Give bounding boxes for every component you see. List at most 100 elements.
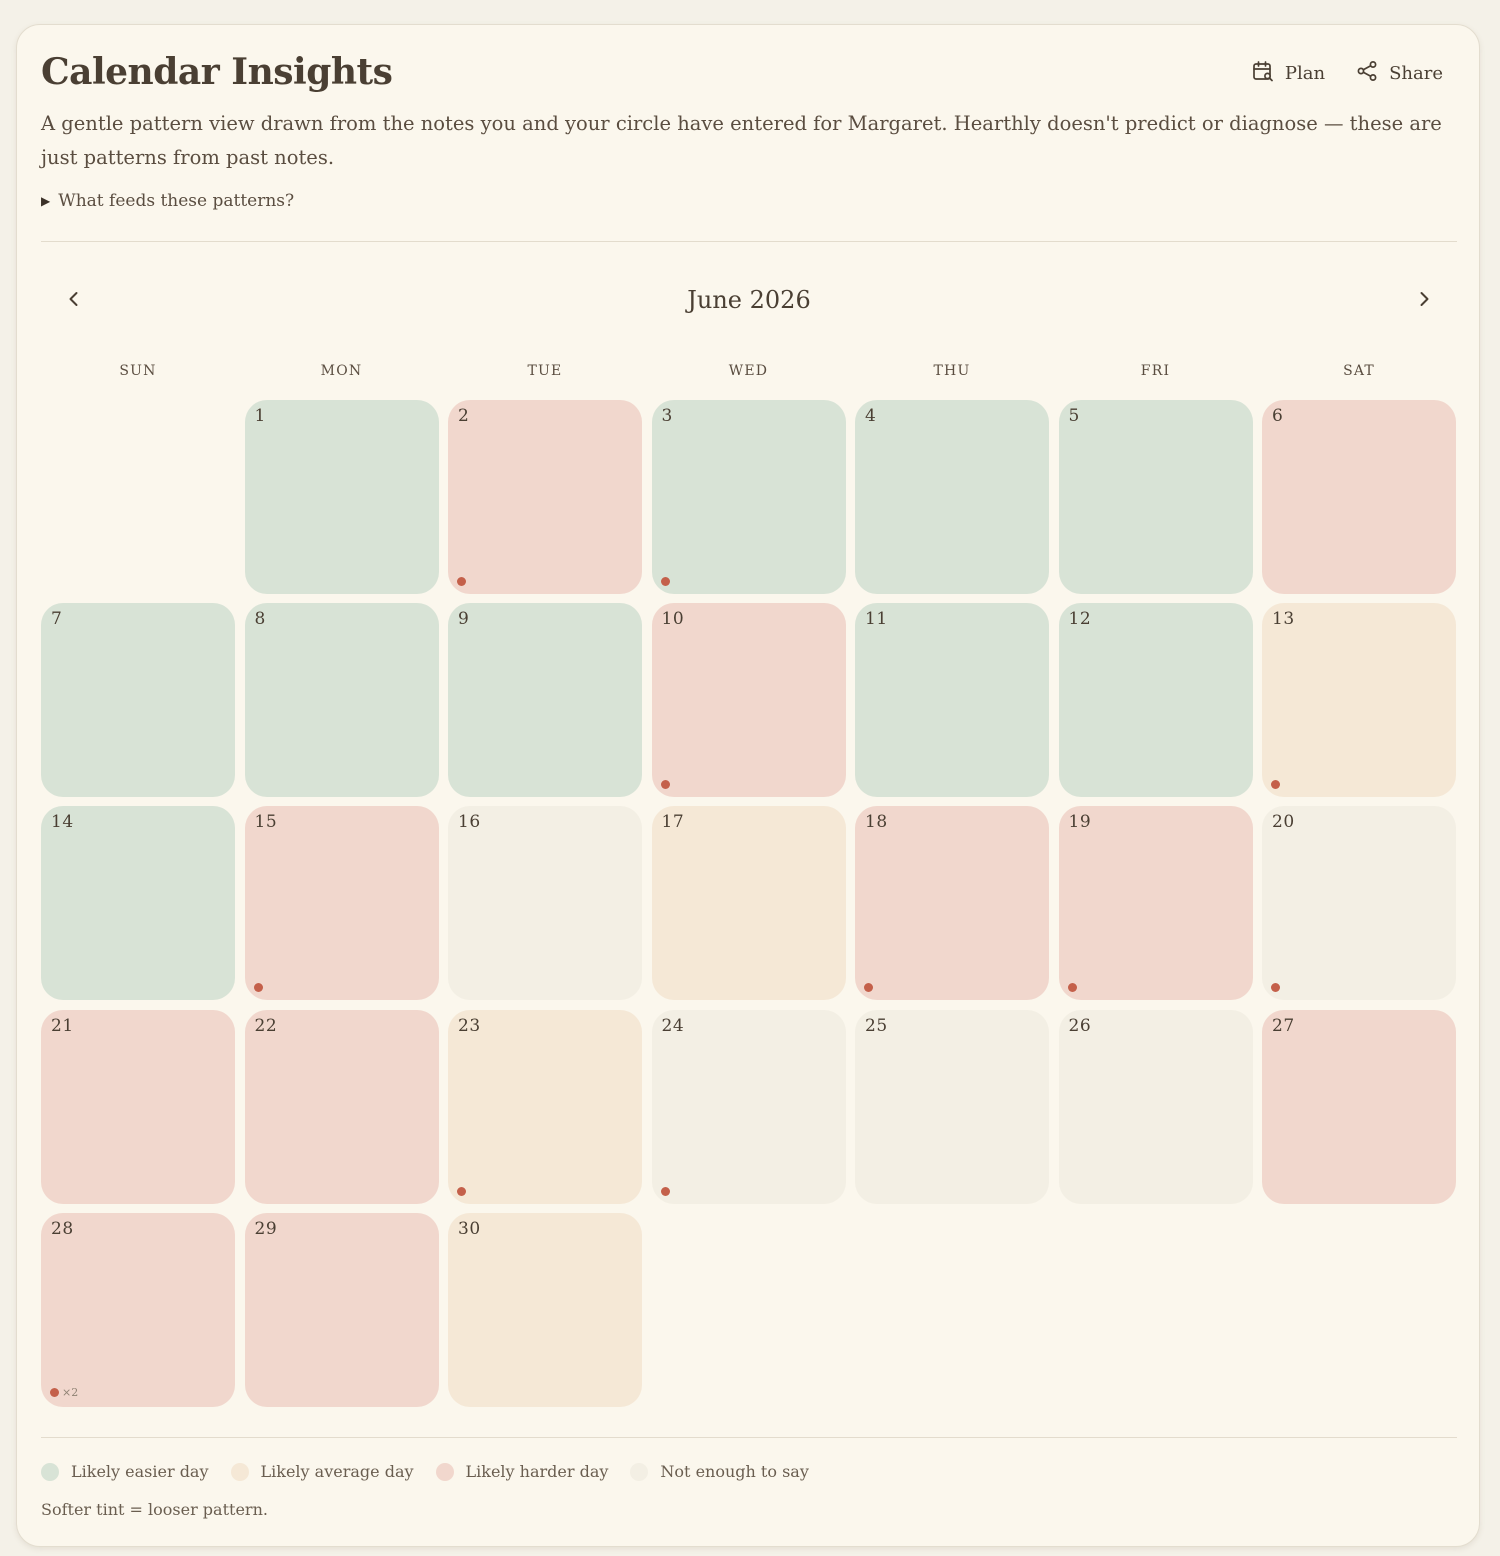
- day-cell-17[interactable]: 17: [651, 806, 846, 1001]
- triangle-right-icon: ▶: [41, 194, 51, 208]
- weekday-label: THU: [933, 363, 971, 379]
- day-cell-6[interactable]: 6: [1262, 400, 1456, 594]
- next-month-button[interactable]: [1407, 283, 1441, 317]
- day-cell-28[interactable]: 28 ×2: [41, 1212, 235, 1407]
- day-cell-22[interactable]: 22: [244, 1009, 439, 1204]
- note-dot-icon: [660, 577, 670, 586]
- day-cell-25[interactable]: 25: [855, 1009, 1049, 1204]
- legend-label: Likely average day: [260, 1462, 414, 1481]
- note-indicator: [457, 577, 466, 586]
- weekday-label: SUN: [119, 363, 157, 379]
- day-number: 19: [1068, 812, 1092, 833]
- day-cell-11[interactable]: 11: [855, 603, 1049, 798]
- day-cell-4[interactable]: 4: [855, 400, 1049, 594]
- legend-item-harder: Likely harder day: [435, 1462, 609, 1481]
- day-cell-21[interactable]: 21: [41, 1009, 235, 1204]
- day-number: 7: [51, 609, 63, 630]
- day-cell-30[interactable]: 30: [448, 1212, 642, 1407]
- month-label: June 2026: [687, 286, 811, 314]
- weekday-label: TUE: [527, 363, 563, 379]
- day-number: 29: [254, 1218, 278, 1239]
- note-dot-icon: [660, 780, 670, 790]
- day-number: 15: [254, 812, 278, 833]
- day-cell-9[interactable]: 9: [448, 603, 642, 798]
- day-number: 2: [458, 406, 470, 426]
- share-icon: [1355, 59, 1379, 88]
- day-number: 11: [865, 609, 888, 630]
- legend-label: Not enough to say: [660, 1462, 809, 1481]
- legend-swatch: [230, 1462, 249, 1481]
- day-cell-24[interactable]: 24: [651, 1009, 846, 1204]
- day-number: 13: [1272, 609, 1295, 630]
- note-indicator: [1067, 983, 1077, 993]
- day-number: 23: [458, 1015, 481, 1036]
- day-cell-3[interactable]: 3: [651, 400, 846, 594]
- day-number: 12: [1068, 609, 1092, 630]
- plan-button-label: Plan: [1284, 63, 1326, 84]
- share-button[interactable]: Share: [1355, 59, 1443, 88]
- day-number: 1: [254, 406, 266, 426]
- day-cell-15[interactable]: 15: [244, 806, 439, 1001]
- note-indicator: [660, 780, 670, 790]
- day-number: 9: [458, 609, 470, 630]
- weekday-label: SAT: [1343, 363, 1375, 379]
- day-number: 4: [865, 406, 877, 426]
- legend-item-unknown: Not enough to say: [630, 1462, 809, 1481]
- day-number: 26: [1068, 1015, 1092, 1036]
- note-dot-icon: [864, 983, 873, 993]
- day-cell-2[interactable]: 2: [448, 400, 642, 594]
- intro-text: A gentle pattern view drawn from the not…: [41, 112, 1442, 169]
- disclosure-label: What feeds these patterns?: [58, 191, 295, 211]
- note-indicator: [457, 1186, 466, 1196]
- day-cell-7[interactable]: 7: [41, 603, 235, 798]
- patterns-disclosure[interactable]: ▶ What feeds these patterns?: [41, 191, 294, 211]
- day-cell-26[interactable]: 26: [1058, 1009, 1253, 1204]
- note-dot-icon: [1271, 983, 1280, 993]
- note-indicator: [253, 983, 263, 993]
- day-number: 21: [51, 1015, 74, 1036]
- day-cell-14[interactable]: 14: [41, 806, 235, 1001]
- day-cell-8[interactable]: 8: [244, 603, 439, 798]
- day-number: 22: [254, 1015, 278, 1036]
- weekday-label: WED: [728, 363, 769, 379]
- day-cell-23[interactable]: 23: [448, 1009, 642, 1204]
- day-cell-5[interactable]: 5: [1058, 400, 1253, 594]
- day-number: 17: [661, 812, 685, 833]
- divider: [41, 241, 1457, 242]
- day-cell-12[interactable]: 12: [1058, 603, 1253, 798]
- page-title: Calendar Insights: [41, 51, 393, 93]
- note-count: ×2: [62, 1385, 79, 1399]
- note-dot-icon: [660, 1186, 670, 1196]
- note-indicator: [1271, 983, 1280, 993]
- day-cell-18[interactable]: 18: [855, 806, 1049, 1001]
- header-actions: Plan Share: [1251, 59, 1443, 88]
- day-cell-19[interactable]: 19: [1058, 806, 1253, 1001]
- day-cell-1[interactable]: 1: [244, 400, 439, 594]
- weekday-label: MON: [320, 363, 363, 379]
- legend-item-average: Likely average day: [230, 1462, 414, 1481]
- day-cell-13[interactable]: 13: [1262, 603, 1456, 798]
- day-number: 24: [661, 1015, 685, 1036]
- day-cell-20[interactable]: 20: [1262, 806, 1456, 1001]
- day-cell-10[interactable]: 10: [651, 603, 846, 798]
- day-cell-29[interactable]: 29: [244, 1212, 439, 1407]
- day-number: 28: [51, 1218, 74, 1239]
- note-dot-icon: [457, 1186, 466, 1196]
- share-button-label: Share: [1389, 63, 1443, 84]
- day-cell-16[interactable]: 16: [448, 806, 642, 1001]
- legend-swatch: [41, 1462, 59, 1481]
- note-indicator: [660, 1186, 670, 1196]
- legend-footnote: Softer tint = looser pattern.: [41, 1500, 268, 1519]
- legend-label: Likely harder day: [465, 1462, 609, 1481]
- day-number: 8: [254, 609, 266, 630]
- plan-button[interactable]: Plan: [1251, 59, 1325, 88]
- note-dot-icon: [1067, 983, 1077, 993]
- day-number: 16: [458, 812, 481, 833]
- legend-item-easier: Likely easier day: [41, 1462, 209, 1481]
- day-cell-27[interactable]: 27: [1262, 1009, 1456, 1204]
- legend-swatch: [630, 1462, 649, 1481]
- prev-month-button[interactable]: [57, 283, 91, 317]
- weekday-label: FRI: [1140, 363, 1171, 379]
- day-number: 3: [661, 406, 673, 426]
- legend-label: Likely easier day: [71, 1462, 209, 1481]
